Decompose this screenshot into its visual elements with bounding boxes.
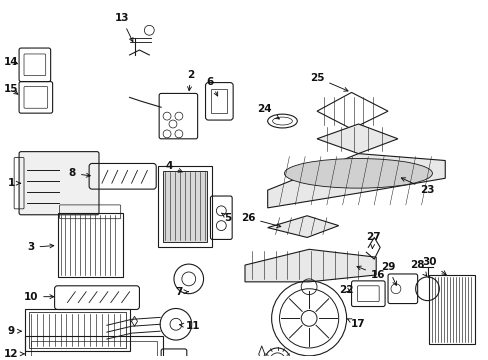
Text: 13: 13 [114,13,133,42]
Bar [428,275,474,344]
Text: 8: 8 [69,168,90,178]
Text: 24: 24 [257,104,279,119]
Polygon shape [267,154,445,208]
Text: 11: 11 [179,321,200,331]
Bar [29,312,125,348]
FancyBboxPatch shape [19,152,99,215]
Text: 6: 6 [206,77,217,96]
Text: 10: 10 [23,292,54,302]
Text: 21: 21 [0,359,1,360]
Text: 9: 9 [8,326,21,336]
Text: 3: 3 [27,242,54,252]
Bar [31,341,157,360]
Text: 20: 20 [0,359,1,360]
Text: 25: 25 [309,73,347,91]
Text: 5: 5 [221,213,231,223]
Text: 22: 22 [339,285,353,295]
Text: 27: 27 [365,233,380,248]
Bar [158,166,212,247]
Text: 7: 7 [175,287,188,297]
Polygon shape [244,249,375,282]
Ellipse shape [284,158,431,188]
Polygon shape [267,216,338,238]
Text: 19: 19 [0,359,1,360]
Bar [25,310,129,351]
Text: 30: 30 [421,257,445,275]
Polygon shape [316,124,397,154]
Text: 26: 26 [240,213,280,228]
Text: 16: 16 [356,266,385,280]
Text: 2: 2 [187,70,194,91]
Bar [211,90,227,113]
Text: 15: 15 [4,85,19,94]
Bar [163,171,206,242]
Text: 29: 29 [380,262,396,285]
Text: 28: 28 [409,260,426,276]
Text: 1: 1 [7,178,20,188]
Bar [58,213,122,277]
Text: 4: 4 [165,161,182,172]
Text: 17: 17 [347,319,365,329]
Text: 23: 23 [401,178,434,195]
Text: 14: 14 [4,57,19,67]
Text: 18: 18 [0,359,1,360]
Bar [25,336,163,360]
Text: 12: 12 [4,349,24,359]
